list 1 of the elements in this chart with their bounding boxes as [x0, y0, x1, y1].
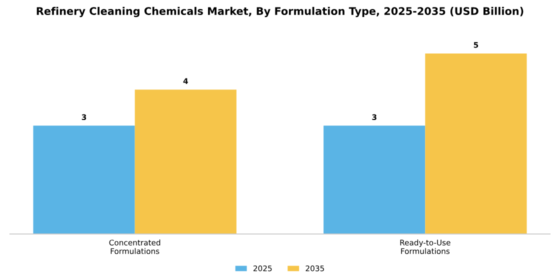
chart-title: Refinery Cleaning Chemicals Market, By Formulation Type, 2025-2035 (USD Billion) [36, 6, 524, 18]
